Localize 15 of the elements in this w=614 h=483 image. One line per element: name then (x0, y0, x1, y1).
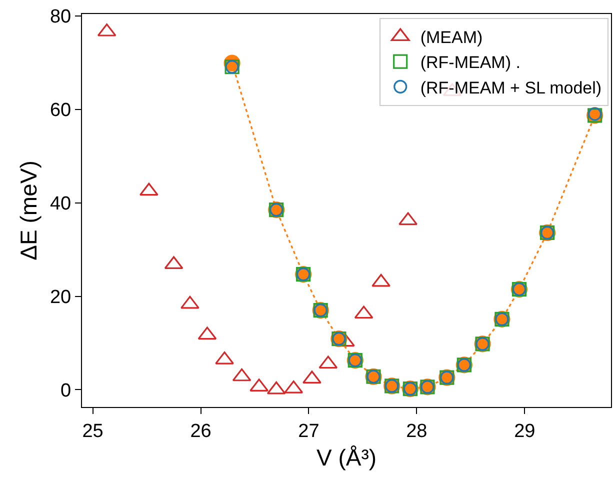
y-axis-title: ΔE (meV) (15, 160, 42, 260)
legend-label: (RF-MEAM + SL model) (420, 78, 602, 98)
x-tick-label: 27 (298, 420, 320, 442)
legend-label: (RF-MEAM) . (420, 53, 520, 72)
x-axis-title: V (Å³) (316, 444, 377, 470)
y-tick-label: 0 (60, 380, 72, 402)
x-tick-label: 28 (406, 420, 428, 442)
legend-label: (MEAM) (420, 28, 483, 48)
x-tick-label: 29 (514, 420, 536, 442)
x-tick-label: 26 (190, 420, 212, 442)
y-tick-label: 20 (50, 286, 72, 308)
y-tick-label: 60 (50, 100, 72, 121)
y-tick-label: 80 (50, 6, 72, 28)
x-tick-label: 25 (82, 420, 104, 442)
y-tick-label: 40 (50, 193, 72, 214)
